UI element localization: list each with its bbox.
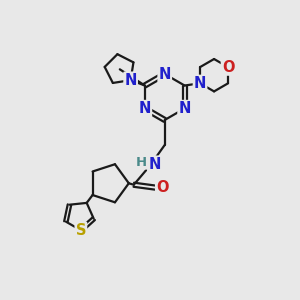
Text: N: N <box>124 73 137 88</box>
Text: N: N <box>178 101 191 116</box>
Text: N: N <box>158 67 171 82</box>
Text: H: H <box>136 156 147 169</box>
Text: N: N <box>148 157 160 172</box>
Text: O: O <box>222 60 234 75</box>
Text: S: S <box>76 223 86 238</box>
Text: O: O <box>156 180 169 195</box>
Text: N: N <box>194 76 206 91</box>
Text: N: N <box>139 101 151 116</box>
